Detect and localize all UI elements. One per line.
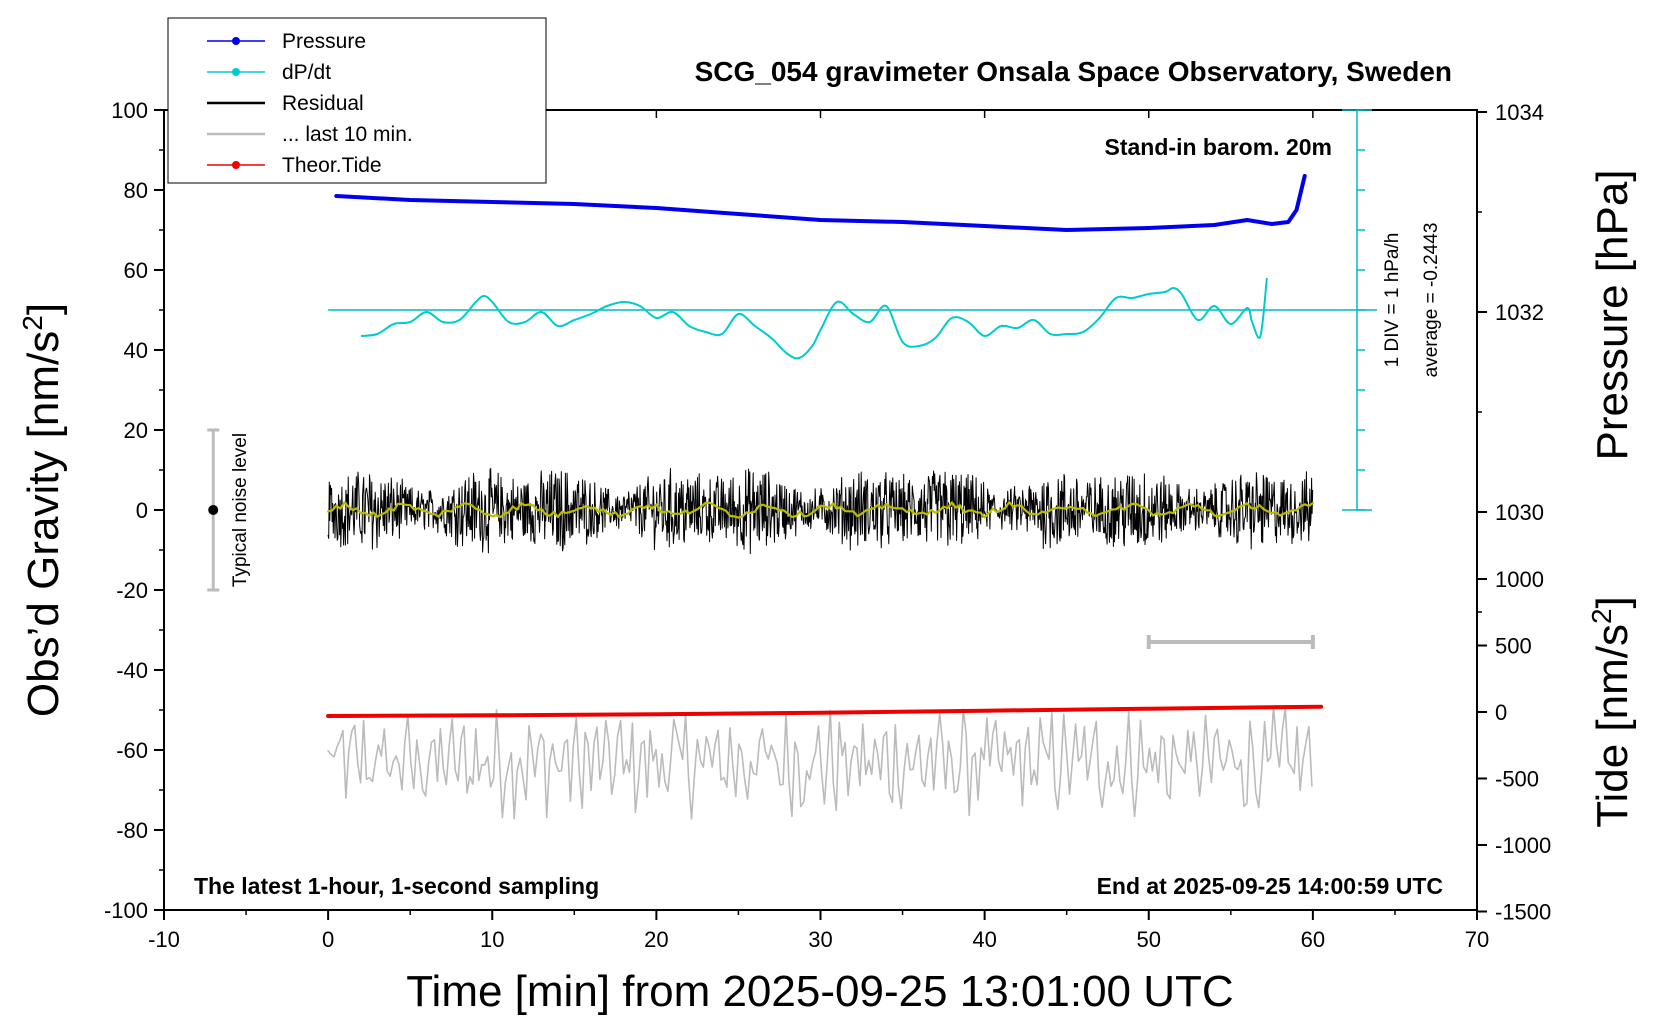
tide-tick-label: 1000: [1495, 567, 1544, 592]
y-axis-title-left: Obs’d Gravity [nm/s2]: [17, 303, 68, 717]
legend-label: ... last 10 min.: [282, 123, 413, 146]
series-pressure: [334, 174, 1307, 232]
tide-tick-label: 0: [1495, 700, 1507, 725]
y-axis-title-pressure: Pressure [hPa]: [1588, 169, 1637, 460]
x-tick-label: 0: [322, 927, 334, 952]
noise-note: Typical noise level: [230, 433, 251, 587]
y-tick-label: -80: [116, 818, 148, 843]
legend-marker: [232, 68, 240, 76]
tide-tick-label: 500: [1495, 634, 1532, 659]
x-tick-label: 40: [972, 927, 996, 952]
chart-title: SCG_054 gravimeter Onsala Space Observat…: [695, 56, 1452, 87]
y-tick-label: 60: [124, 258, 148, 283]
y-tick-label: -60: [116, 738, 148, 763]
legend-label: Pressure: [282, 30, 366, 53]
series-residual: [327, 468, 1314, 555]
y-tick-label: 20: [124, 418, 148, 443]
legend-marker: [232, 161, 240, 169]
div-note: 1 DIV = 1 hPa/h: [1382, 233, 1403, 368]
y-tick-label: 40: [124, 338, 148, 363]
x-tick-label: 60: [1301, 927, 1325, 952]
tide-tick-label: -500: [1495, 767, 1539, 792]
legend-label: Theor.Tide: [282, 154, 382, 177]
legend-label: Residual: [282, 92, 364, 115]
x-tick-label: -10: [148, 927, 180, 952]
tide-tick-label: -1000: [1495, 833, 1551, 858]
y-tick-label: 0: [136, 498, 148, 523]
y-tick-label: -40: [116, 658, 148, 683]
pressure-tick-label: 1032: [1495, 300, 1544, 325]
y-tick-label: 100: [111, 98, 148, 123]
x-tick-label: 20: [644, 927, 668, 952]
series-residual-smoothed: [327, 501, 1315, 519]
legend-box: [167, 17, 547, 184]
x-tick-label: 30: [808, 927, 832, 952]
x-tick-label: 70: [1465, 927, 1489, 952]
noise-bar-center: [208, 505, 219, 515]
barometer-note: Stand-in barom. 20m: [1105, 134, 1332, 160]
series-dpdt: [360, 277, 1268, 360]
series-theor-tide: [326, 704, 1324, 718]
pressure-tick-label: 1034: [1495, 100, 1544, 125]
legend-label: dP/dt: [282, 61, 331, 84]
end-note: End at 2025-09-25 14:00:59 UTC: [1097, 873, 1443, 899]
x-tick-label: 10: [480, 927, 504, 952]
x-axis-title: Time [min] from 2025-09-25 13:01:00 UTC: [406, 967, 1233, 1016]
tide-tick-label: -1500: [1495, 900, 1551, 925]
axes-layer: -10 0 10 20 30 40 50 60 70100806040200-20-40-60-…: [104, 98, 1551, 952]
legend-marker: [232, 37, 240, 45]
y-tick-label: 80: [124, 178, 148, 203]
y-tick-label: -20: [116, 578, 148, 603]
latest-note: The latest 1-hour, 1-second sampling: [194, 873, 599, 899]
series-layer: [207, 109, 1377, 820]
series-last-10-min: [327, 705, 1313, 820]
legend: Pressure dP/dt Residual ... last 10 min. The…: [167, 17, 547, 184]
x-tick-label: 50: [1137, 927, 1161, 952]
y-tick-label: -100: [104, 898, 148, 923]
y-axis-title-tide: Tide [nm/s2]: [1586, 596, 1637, 828]
pressure-tick-label: 1030: [1495, 500, 1544, 525]
average-note: average = -0.2443: [1421, 223, 1442, 378]
